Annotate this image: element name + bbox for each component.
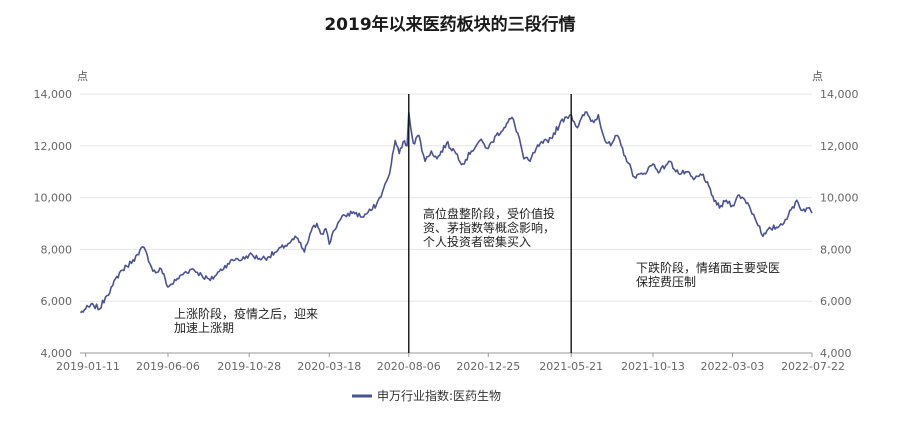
legend-label: 申万行业指数:医药生物	[377, 388, 501, 403]
y-tick-label-left: 8,000	[41, 243, 73, 256]
annotation-line: 加速上涨期	[174, 320, 234, 335]
y-tick-label-left: 10,000	[34, 192, 73, 205]
annotation-line: 个人投资者密集买入	[423, 234, 531, 249]
x-tick-label: 2021-10-13	[621, 360, 685, 373]
left-y-axis: 4,000 6,000 8,000 10,000 12,000 14,000	[34, 88, 73, 360]
y-tick-label-left: 6,000	[41, 295, 73, 308]
y-tick-label-right: 4,000	[820, 347, 852, 360]
annotation-line: 上涨阶段，疫情之后，迎来	[174, 306, 318, 321]
y-tick-label-right: 10,000	[820, 192, 859, 205]
phase-dividers	[408, 94, 572, 353]
x-tick-label: 2022-07-22	[781, 360, 845, 373]
phase-annotation: 高位盘整阶段，受价值投资、茅指数等概念影响，个人投资者密集买入	[423, 206, 555, 249]
right-axis-unit: 点	[812, 70, 823, 83]
x-tick-label: 2019-06-06	[136, 360, 200, 373]
x-tick-label: 2021-05-21	[539, 360, 603, 373]
x-axis: 2019-01-11 2019-06-06 2019-10-28 2020-03-18…	[56, 352, 845, 373]
y-tick-label-right: 14,000	[820, 88, 859, 101]
series-layer	[79, 111, 813, 314]
y-tick-label-right: 8,000	[820, 243, 852, 256]
y-tick-label-left: 12,000	[34, 140, 73, 153]
annotation-line: 保控费压制	[636, 275, 696, 289]
phase-annotation: 下跌阶段，情绪面主要受医保控费压制	[636, 260, 780, 289]
annotation-line: 下跌阶段，情绪面主要受医	[636, 260, 780, 275]
x-tick-label: 2019-01-11	[56, 360, 120, 373]
annotations: 上涨阶段，疫情之后，迎来加速上涨期 高位盘整阶段，受价值投资、茅指数等概念影响，个…	[174, 206, 780, 335]
y-tick-label-right: 12,000	[820, 140, 859, 153]
x-tick-label: 2020-03-18	[297, 360, 361, 373]
x-tick-label: 2020-08-06	[377, 360, 441, 373]
annotation-line: 高位盘整阶段，受价值投	[423, 206, 555, 221]
y-tick-label-right: 6,000	[820, 295, 852, 308]
series-line	[79, 111, 813, 314]
right-y-axis: 4,000 6,000 8,000 10,000 12,000 14,000	[820, 88, 859, 360]
y-tick-label-left: 4,000	[41, 347, 73, 360]
y-tick-label-left: 14,000	[34, 88, 73, 101]
x-tick-label: 2022-03-03	[701, 360, 765, 373]
annotation-line: 资、茅指数等概念影响，	[423, 220, 555, 235]
chart-title: 2019年以来医药板块的三段行情	[324, 14, 575, 35]
x-tick-label: 2020-12-25	[456, 360, 520, 373]
left-axis-unit: 点	[77, 70, 88, 83]
x-tick-label: 2019-10-28	[217, 360, 281, 373]
legend[interactable]: 申万行业指数:医药生物	[352, 388, 501, 403]
phase-annotation: 上涨阶段，疫情之后，迎来加速上涨期	[174, 306, 318, 335]
